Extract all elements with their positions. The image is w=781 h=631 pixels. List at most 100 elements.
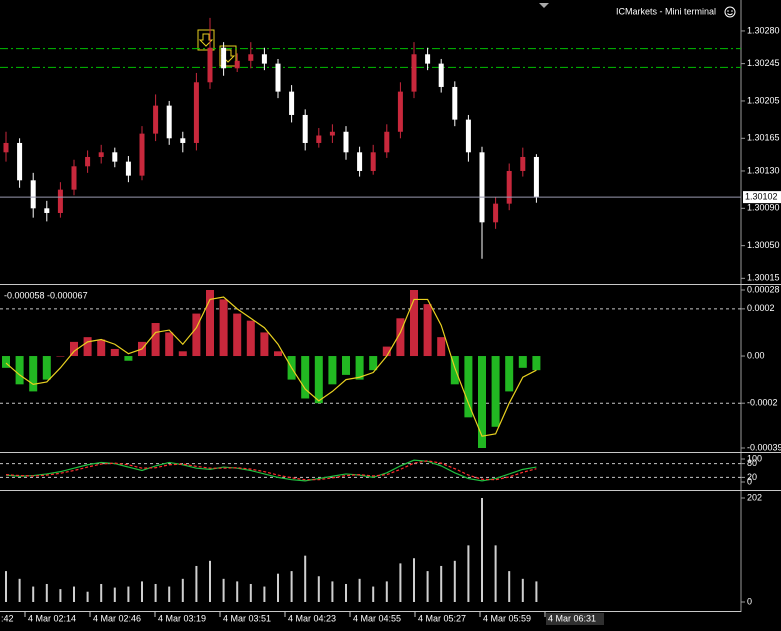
y-tick-label: 0 (747, 476, 752, 486)
volume-bar (345, 583, 347, 602)
volume-bar (32, 586, 35, 602)
volume-bar (481, 498, 483, 602)
signal-arrow (197, 29, 215, 51)
y-tick-label: 1.30280 (747, 25, 780, 35)
volume-bar (154, 583, 157, 602)
smiley-eye (727, 10, 729, 12)
histogram-bar (505, 356, 514, 392)
time-label: :42 (1, 613, 14, 623)
volume-bar (385, 581, 388, 602)
y-tick-label: 0 (747, 596, 752, 606)
y-tick-label: 1.30245 (747, 58, 780, 68)
y-tick-label: 1.30090 (747, 203, 780, 213)
shift-marker (539, 3, 549, 8)
y-tick-label: 202 (747, 492, 762, 502)
histogram-bar (342, 356, 350, 375)
volume-bar (467, 545, 470, 602)
volume-bar (358, 578, 361, 602)
y-tick-label: 0.0002 (747, 303, 775, 313)
time-label: 4 Mar 03:51 (223, 613, 271, 623)
candle-body (411, 54, 417, 92)
candle-body (357, 152, 363, 171)
volume-bar (18, 578, 21, 602)
histogram-bar (274, 351, 282, 357)
histogram-bar (369, 356, 378, 371)
time-label: 4 Mar 05:59 (483, 613, 531, 623)
volume-bar (100, 583, 103, 602)
indicator-line (5, 459, 537, 482)
candle-body (125, 161, 131, 176)
histogram-bar (532, 356, 541, 371)
volume-bar (535, 581, 538, 602)
volume-bar (521, 578, 524, 602)
histogram-bar (382, 346, 391, 357)
histogram-bar (423, 304, 432, 357)
histogram-bar (110, 348, 119, 357)
y-tick-label: -0.0002 (747, 398, 778, 408)
y-tick-label: 1.30130 (747, 165, 780, 175)
last-price-box (743, 191, 781, 204)
volume-bar (290, 571, 293, 602)
y-tick-label: 1.30050 (747, 240, 780, 250)
y-tick-label: 0.00 (747, 350, 765, 360)
candle-body (57, 189, 63, 213)
candle-body (370, 152, 376, 171)
volume-bar (168, 586, 171, 602)
volume-bar (426, 571, 429, 602)
candle-body (316, 135, 322, 143)
volume-bar (413, 558, 415, 602)
histogram-bar (450, 356, 459, 385)
candle-body (248, 54, 254, 61)
candle-body (30, 180, 36, 209)
candle-body (44, 208, 50, 213)
volume-bar (45, 583, 48, 602)
smiley-icon (724, 6, 736, 18)
histogram-bar (70, 341, 78, 357)
candle-body (493, 203, 499, 223)
histogram-bar (178, 351, 187, 357)
histogram-bar (42, 356, 51, 380)
candle-body (139, 133, 145, 176)
histogram-bar (410, 290, 418, 357)
histogram-bar (328, 356, 337, 385)
candle-body (506, 170, 512, 204)
histogram-bar (15, 356, 24, 385)
candle-body (180, 138, 186, 143)
histogram-bar (219, 299, 228, 357)
candle-body (438, 63, 444, 87)
candle-body (85, 156, 91, 167)
candle-body (533, 156, 539, 198)
candle-body (452, 86, 458, 120)
volume-bar (59, 589, 62, 602)
candle-body (3, 142, 9, 153)
time-label-box (546, 613, 604, 625)
histogram-bar (83, 337, 92, 357)
volume-bar (304, 555, 307, 602)
histogram-bar (233, 313, 242, 357)
indicator-line (5, 296, 537, 437)
volume-bar (141, 581, 143, 602)
candle-body (71, 166, 77, 190)
histogram-bar (518, 356, 527, 368)
y-tick-label: -0.00039 (747, 442, 781, 452)
candle-body (384, 131, 390, 153)
volume-bar (453, 560, 456, 602)
histogram-bar (260, 332, 269, 357)
volume-bar (5, 571, 7, 602)
candle-body (234, 60, 240, 69)
histogram-bar (464, 356, 473, 418)
time-label: 4 Mar 03:19 (158, 613, 206, 623)
volume-bar (331, 581, 334, 602)
volume-bar (86, 591, 89, 602)
y-tick-label: 1.30205 (747, 95, 780, 105)
candle-body (520, 156, 526, 171)
candle-body (166, 105, 172, 139)
time-label: 4 Mar 06:31 (548, 613, 596, 623)
histogram-bar (437, 337, 446, 357)
histogram-bar (2, 356, 10, 368)
histogram-bar (56, 356, 65, 357)
histogram-bar (301, 356, 310, 399)
candle-body (479, 152, 485, 223)
histogram-bar (192, 313, 201, 357)
